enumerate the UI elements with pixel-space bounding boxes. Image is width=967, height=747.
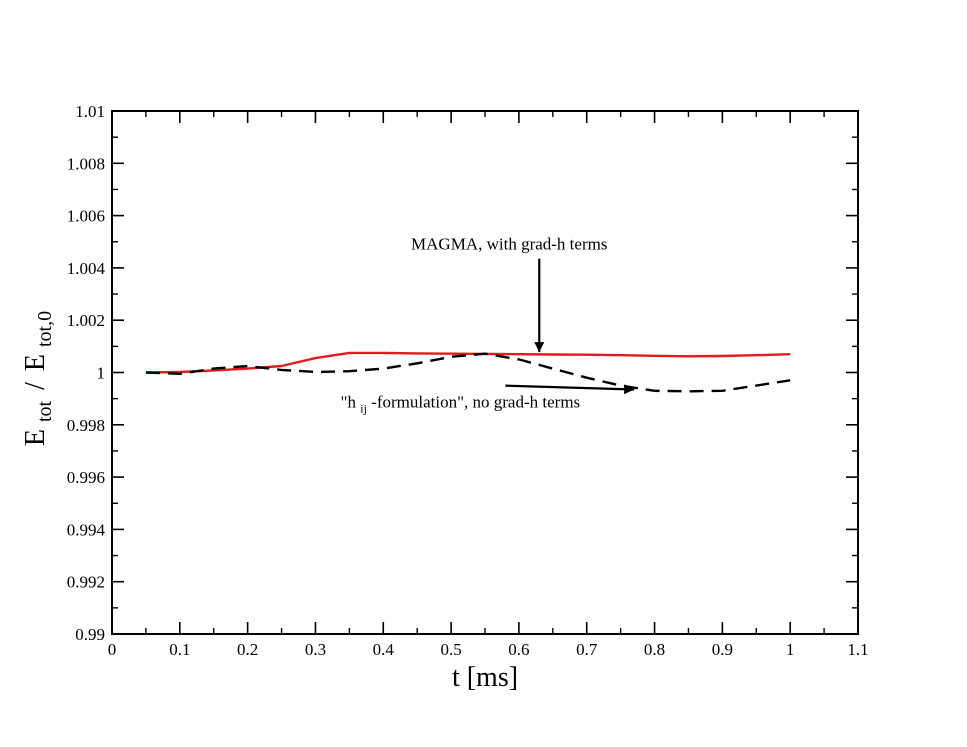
x-tick-label: 0.4 — [373, 640, 395, 659]
x-tick-label: 0.2 — [237, 640, 258, 659]
axis-ticks — [111, 110, 859, 635]
x-tick-label: 0.1 — [169, 640, 190, 659]
x-tick-label: 0.7 — [576, 640, 598, 659]
x-tick-label: 0.8 — [644, 640, 665, 659]
y-tick-label: 0.996 — [67, 468, 105, 487]
y-axis-title-sub-tot: tot — [34, 400, 56, 422]
y-tick-label: 1.01 — [75, 102, 105, 121]
annotation-hij-subscript: ij — [360, 402, 367, 416]
y-tick-label: 1.006 — [67, 207, 105, 226]
series-line-magma — [145, 351, 791, 374]
annotation-hij-suffix: -formulation", no grad-h terms — [371, 393, 580, 412]
series-line-hij — [145, 352, 791, 393]
y-axis-title-e-tot: E — [20, 429, 51, 446]
x-tick-label: 0.9 — [712, 640, 733, 659]
x-tick-label: 1.1 — [847, 640, 868, 659]
y-tick-label: 0.99 — [75, 625, 105, 644]
annotation-hij-arrow — [505, 384, 635, 395]
annotation-hij-label: "h ij -formulation", no grad-h terms — [341, 393, 581, 417]
x-axis-title: t [ms] — [452, 662, 518, 693]
y-tick-label: 0.994 — [67, 520, 106, 539]
y-axis-title-e-tot0: E — [20, 354, 51, 371]
y-tick-label: 1 — [97, 364, 106, 383]
y-tick-label: 0.992 — [67, 573, 105, 592]
x-tick-label: 1 — [786, 640, 795, 659]
x-tick-label: 0 — [108, 640, 117, 659]
data-series — [145, 351, 791, 393]
y-tick-label: 1.002 — [67, 311, 105, 330]
annotation-magma-label: MAGMA, with grad-h terms — [411, 235, 607, 254]
x-tick-label: 0.5 — [440, 640, 461, 659]
annotation-hij-prefix: "h — [341, 393, 357, 412]
plot-frame — [111, 110, 859, 635]
x-tick-labels: 0 0.1 0.2 0.3 0.4 0.5 0.6 0.7 0.8 0.9 1 1.1 — [108, 640, 869, 659]
y-tick-label: 1.004 — [67, 259, 106, 278]
y-axis-title-sub-tot0: tot,0 — [34, 311, 56, 347]
y-axis-title-slash: / — [20, 382, 51, 390]
x-tick-label: 0.6 — [508, 640, 529, 659]
x-tick-label: 0.3 — [305, 640, 326, 659]
y-tick-label: 0.998 — [67, 416, 105, 435]
y-tick-labels: 0.99 0.992 0.994 0.996 0.998 1 1.002 1.004 1.006… — [67, 102, 106, 644]
y-axis-title: E tot / E tot,0 — [20, 311, 58, 446]
y-tick-label: 1.008 — [67, 154, 105, 173]
